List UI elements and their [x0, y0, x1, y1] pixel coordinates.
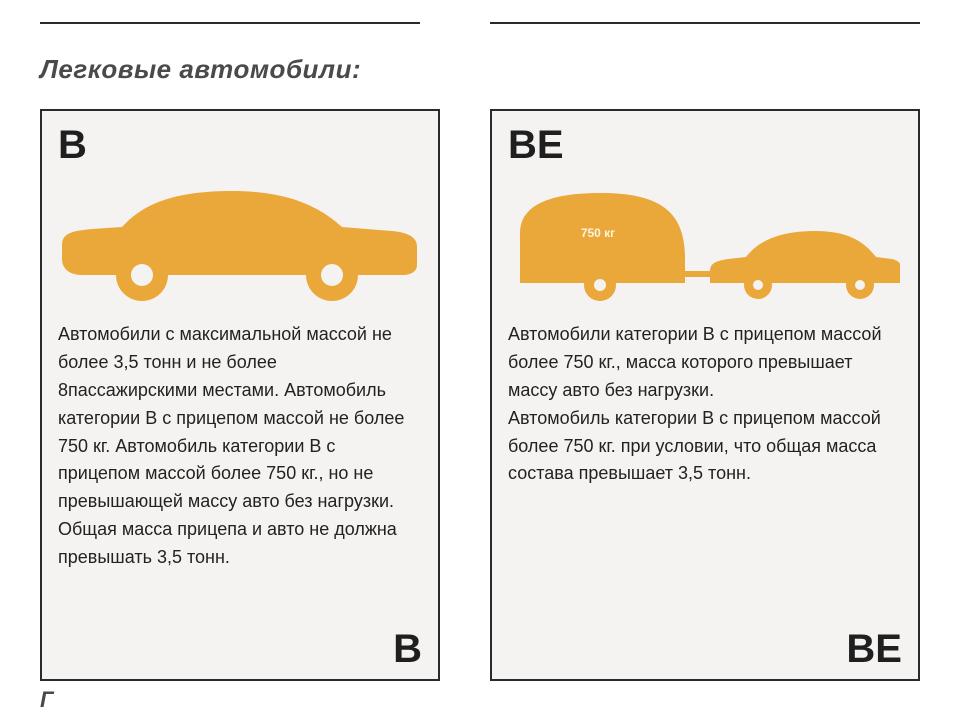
page: Легковые автомобили: B Автомобили с макс… — [0, 0, 960, 720]
rule-left — [40, 22, 420, 24]
category-code-top: BE — [508, 125, 902, 165]
cutoff-label: Г — [40, 687, 920, 713]
category-description: Автомобили категории В с прицепом массой… — [508, 321, 902, 488]
svg-text:750 кг: 750 кг — [581, 226, 615, 240]
category-code-top: B — [58, 125, 422, 165]
trailer-car-illustration: 750 кг — [508, 173, 902, 303]
car-icon — [60, 183, 420, 303]
category-code-bottom: B — [393, 629, 422, 669]
section-title: Легковые автомобили: — [40, 54, 920, 85]
category-card-be: BE 750 кг Автомобили категории В с прице… — [490, 109, 920, 681]
category-description: Автомобили с максимальной массой не боле… — [58, 321, 422, 572]
rule-right — [490, 22, 920, 24]
cards-row: B Автомобили с максимальной массой не бо… — [40, 109, 920, 681]
car-illustration — [58, 173, 422, 303]
category-code-bottom: BE — [846, 629, 902, 669]
trailer-car-icon: 750 кг — [510, 183, 900, 303]
category-card-b: B Автомобили с максимальной массой не бо… — [40, 109, 440, 681]
top-rule-row — [40, 0, 920, 24]
